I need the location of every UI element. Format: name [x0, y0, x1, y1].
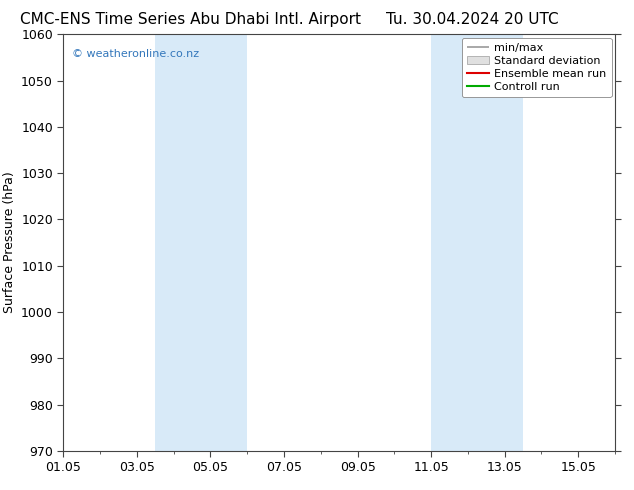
- Bar: [155, 34, 247, 451]
- Text: © weatheronline.co.nz: © weatheronline.co.nz: [72, 49, 199, 59]
- Text: Tu. 30.04.2024 20 UTC: Tu. 30.04.2024 20 UTC: [386, 12, 559, 27]
- Y-axis label: Surface Pressure (hPa): Surface Pressure (hPa): [3, 172, 16, 314]
- Text: CMC-ENS Time Series Abu Dhabi Intl. Airport: CMC-ENS Time Series Abu Dhabi Intl. Airp…: [20, 12, 361, 27]
- Legend: min/max, Standard deviation, Ensemble mean run, Controll run: min/max, Standard deviation, Ensemble me…: [462, 38, 612, 97]
- Bar: [431, 34, 523, 451]
